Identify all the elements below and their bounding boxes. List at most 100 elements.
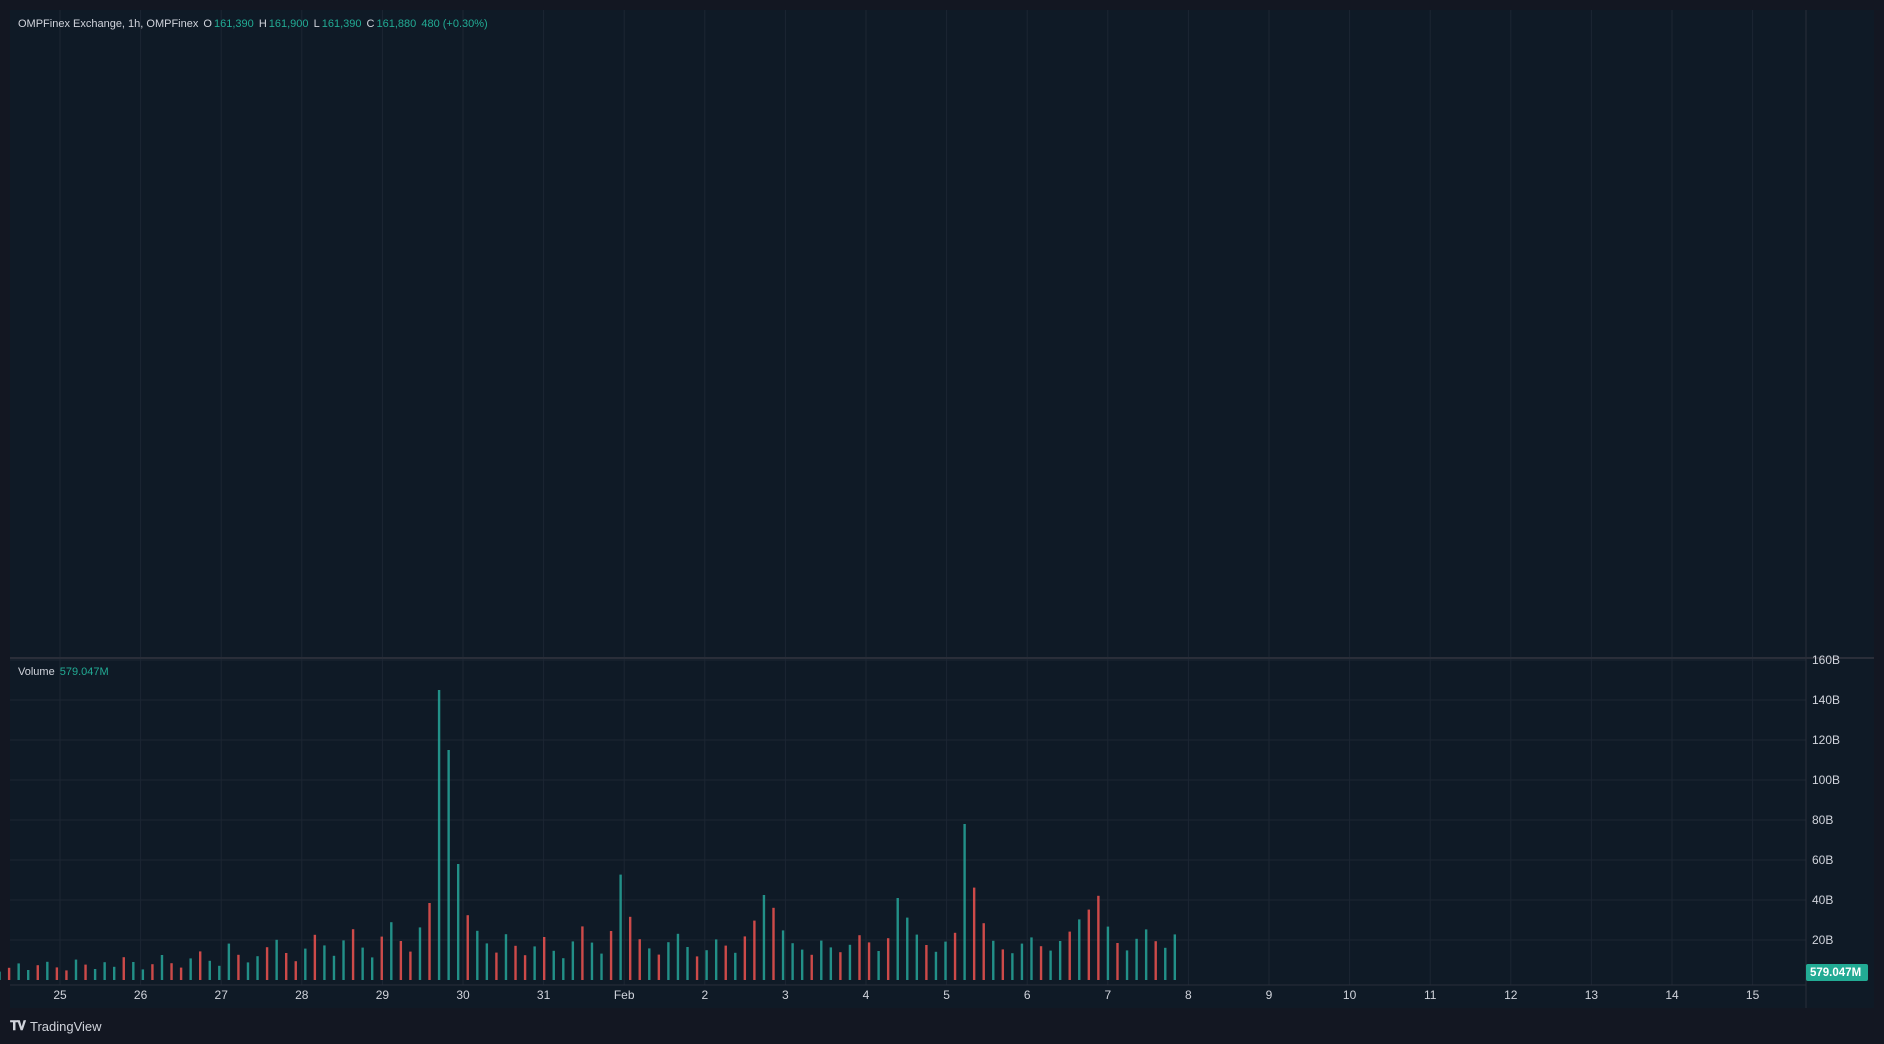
volume-bar bbox=[800, 949, 804, 980]
volume-bar bbox=[562, 958, 565, 980]
time-tick-label: 12 bbox=[1504, 988, 1518, 1002]
volume-bar bbox=[533, 946, 536, 980]
time-tick-label: 10 bbox=[1343, 988, 1357, 1002]
volume-bar bbox=[1097, 895, 1100, 980]
volume-bar bbox=[313, 934, 317, 980]
volume-legend: Volume 579.047M bbox=[18, 666, 111, 678]
volume-bar bbox=[1144, 929, 1148, 980]
volume-label[interactable]: Volume bbox=[18, 666, 55, 678]
volume-bar bbox=[36, 965, 39, 980]
volume-bar bbox=[858, 935, 861, 980]
volume-bar bbox=[256, 956, 259, 980]
volume-bar bbox=[628, 916, 632, 980]
volume-bar bbox=[1068, 931, 1071, 980]
volume-bar bbox=[581, 926, 584, 980]
volume-bar bbox=[953, 932, 957, 980]
volume-bar bbox=[1116, 943, 1119, 980]
volume-bar bbox=[466, 915, 469, 980]
tradingview-brand[interactable]: 𝐓𝐕 TradingView bbox=[10, 1018, 102, 1034]
time-tick-label: 25 bbox=[53, 988, 67, 1002]
volume-bar bbox=[74, 959, 78, 980]
volume-bar bbox=[456, 864, 460, 980]
volume-tick-label: 80B bbox=[1812, 813, 1833, 827]
high-value: 161,900 bbox=[268, 18, 309, 30]
volume-bar bbox=[160, 955, 164, 980]
volume-tick-label: 100B bbox=[1812, 773, 1840, 787]
time-tick-label: 13 bbox=[1585, 988, 1599, 1002]
volume-bar bbox=[237, 954, 240, 980]
low-label: L bbox=[313, 18, 320, 30]
volume-bar bbox=[982, 923, 985, 980]
volume-bar bbox=[1154, 941, 1157, 980]
volume-bar bbox=[122, 957, 125, 980]
volume-bar bbox=[648, 948, 651, 980]
volume-last-label: 579.047M bbox=[1810, 967, 1861, 979]
volume-bar bbox=[294, 961, 297, 980]
volume-bar bbox=[753, 920, 756, 980]
tradingview-logo-icon: 𝐓𝐕 bbox=[10, 1018, 26, 1033]
volume-bar bbox=[762, 895, 766, 980]
volume-bar bbox=[877, 951, 880, 980]
volume-bar bbox=[1078, 919, 1081, 980]
volume-bar bbox=[476, 930, 479, 980]
time-tick-label: 15 bbox=[1746, 988, 1760, 1002]
volume-tick-label: 20B bbox=[1812, 933, 1833, 947]
volume-bar bbox=[189, 958, 192, 980]
volume-bar bbox=[93, 969, 97, 980]
time-tick-label: 2 bbox=[701, 988, 708, 1002]
volume-tick-label: 160B bbox=[1812, 653, 1840, 667]
volume-bar bbox=[600, 953, 603, 980]
grid bbox=[10, 10, 1806, 985]
volume-tick-label: 120B bbox=[1812, 733, 1840, 747]
volume-bar bbox=[848, 944, 852, 980]
time-tick-label: 29 bbox=[376, 988, 390, 1002]
volume-bar bbox=[542, 937, 546, 980]
axes: 150,000152,000154,000156,000158,000160,0… bbox=[10, 10, 1874, 1008]
volume-bar bbox=[437, 690, 441, 980]
volume-bar bbox=[495, 952, 498, 980]
volume-bar bbox=[934, 951, 938, 980]
volume-bar bbox=[265, 947, 269, 980]
volume-bar bbox=[1030, 937, 1033, 980]
volume-value: 579.047M bbox=[59, 666, 109, 678]
volume-bar bbox=[619, 874, 622, 980]
volume-bar bbox=[867, 942, 871, 980]
volume-bar bbox=[1164, 947, 1167, 980]
volume-bar bbox=[667, 942, 670, 980]
close-label: C bbox=[366, 18, 375, 30]
volume-bar bbox=[55, 967, 59, 980]
volume-bar bbox=[714, 939, 718, 980]
volume-bar bbox=[141, 969, 145, 980]
symbol-label[interactable]: OMPFinex Exchange, 1h, OMPFinex bbox=[18, 18, 199, 30]
time-tick-label: 11 bbox=[1424, 988, 1437, 1002]
open-value: 161,390 bbox=[213, 18, 254, 30]
time-tick-label: Feb bbox=[614, 988, 635, 1002]
volume-bar bbox=[17, 963, 20, 980]
time-tick-label: 14 bbox=[1665, 988, 1679, 1002]
volume-bar bbox=[724, 945, 727, 980]
volume-bar bbox=[686, 947, 689, 980]
volume-bar bbox=[886, 938, 890, 980]
volume-bar bbox=[447, 750, 450, 980]
volume-bar bbox=[351, 929, 355, 980]
volume-bar bbox=[84, 964, 87, 980]
volume-bar bbox=[1020, 943, 1024, 980]
volume-bar bbox=[734, 952, 737, 980]
volume-bar bbox=[227, 943, 231, 980]
volume-bar bbox=[791, 943, 794, 980]
chart-pane-background bbox=[10, 10, 1874, 1008]
volume-last-badge bbox=[1806, 964, 1868, 981]
volume-tick-label: 140B bbox=[1812, 693, 1840, 707]
time-tick-label: 4 bbox=[863, 988, 870, 1002]
time-tick-label: 8 bbox=[1185, 988, 1192, 1002]
volume-tick-label: 60B bbox=[1812, 853, 1833, 867]
change-value: 480 (+0.30%) bbox=[421, 18, 488, 30]
volume-bar bbox=[27, 970, 30, 980]
low-value: 161,390 bbox=[321, 18, 362, 30]
time-tick-label: 5 bbox=[943, 988, 950, 1002]
volume-bar bbox=[218, 965, 221, 980]
volume-bar bbox=[485, 943, 489, 980]
time-tick-label: 3 bbox=[782, 988, 789, 1002]
close-value: 161,880 bbox=[376, 18, 417, 30]
